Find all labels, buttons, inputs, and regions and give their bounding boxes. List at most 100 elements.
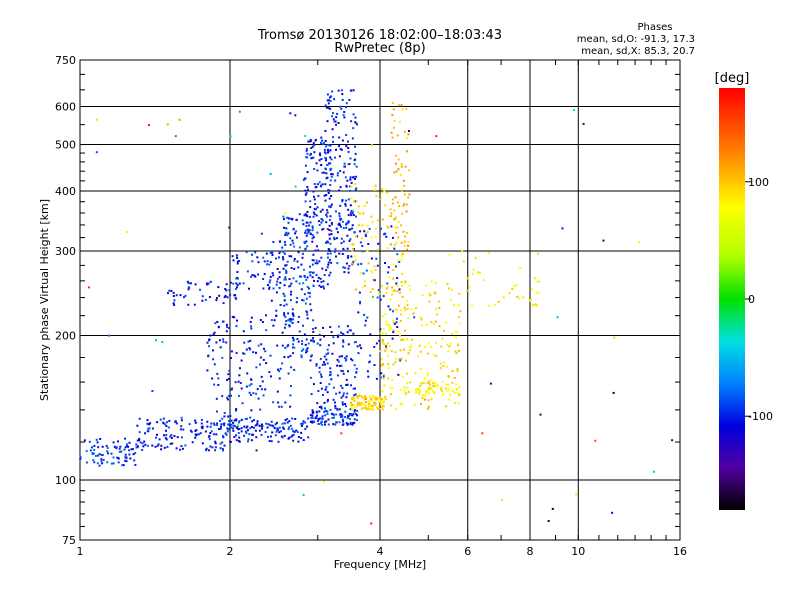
data-point	[340, 89, 343, 92]
data-point	[339, 413, 342, 415]
y-axis-label: Stationary phase Virtual Height [km]	[38, 199, 51, 401]
data-point	[189, 429, 192, 432]
data-point	[298, 246, 301, 249]
data-point	[345, 355, 348, 358]
data-point	[439, 367, 442, 370]
data-point	[330, 233, 333, 236]
data-point	[359, 212, 362, 215]
data-point	[356, 235, 359, 238]
data-point	[377, 407, 379, 410]
data-point	[311, 145, 314, 148]
data-point	[318, 333, 321, 336]
data-point	[342, 370, 345, 373]
data-point	[318, 330, 321, 333]
data-point	[250, 426, 253, 428]
data-point	[319, 417, 321, 420]
data-point	[381, 408, 384, 411]
data-point	[93, 449, 96, 451]
data-point	[235, 434, 237, 437]
data-point	[223, 296, 226, 299]
data-point	[116, 456, 119, 459]
data-point	[238, 110, 241, 113]
data-point	[209, 280, 212, 283]
data-point	[445, 405, 448, 408]
data-point	[357, 211, 360, 214]
data-point	[201, 295, 204, 298]
data-point	[479, 272, 481, 274]
data-point	[169, 442, 172, 445]
data-point	[311, 234, 314, 237]
data-point	[309, 274, 312, 277]
data-point	[406, 372, 408, 375]
data-point	[213, 424, 216, 426]
data-point	[250, 325, 253, 328]
data-point	[237, 421, 240, 424]
data-point	[382, 327, 385, 330]
data-point	[389, 298, 392, 301]
data-point	[262, 287, 265, 290]
data-point	[306, 245, 309, 248]
data-point	[234, 294, 237, 297]
data-point	[288, 426, 291, 429]
data-point	[327, 263, 330, 266]
data-point	[321, 219, 324, 222]
data-point	[282, 218, 285, 221]
data-point	[238, 428, 241, 430]
data-point	[79, 456, 82, 459]
data-point	[326, 211, 329, 214]
data-point	[301, 299, 304, 302]
data-point	[231, 255, 234, 258]
data-point	[318, 159, 321, 162]
data-point	[386, 323, 389, 326]
colorbar	[719, 88, 745, 510]
data-point	[328, 205, 331, 208]
data-point	[151, 444, 154, 447]
data-point	[276, 428, 279, 431]
data-point	[312, 383, 315, 386]
data-point	[392, 363, 395, 366]
data-point	[311, 409, 314, 412]
data-point	[245, 251, 248, 254]
data-point	[324, 140, 327, 142]
data-point	[294, 185, 297, 188]
data-point	[395, 321, 398, 324]
data-point	[306, 311, 309, 314]
data-point	[124, 453, 127, 456]
data-point	[407, 352, 410, 355]
data-point	[330, 261, 333, 264]
data-point	[176, 436, 179, 439]
data-point	[222, 436, 225, 439]
data-point	[320, 407, 323, 410]
data-point	[312, 330, 315, 333]
data-point	[481, 432, 484, 435]
data-point	[236, 424, 239, 427]
data-point	[330, 378, 333, 381]
data-point	[316, 402, 319, 405]
data-point	[292, 313, 295, 316]
data-point	[324, 199, 327, 202]
data-point	[382, 295, 385, 298]
data-point	[158, 438, 161, 441]
data-point	[297, 266, 300, 269]
data-point	[325, 177, 328, 180]
data-point	[323, 401, 326, 404]
data-point	[325, 269, 328, 272]
data-point	[311, 225, 314, 228]
data-point	[428, 392, 431, 395]
data-point	[396, 253, 399, 256]
data-point	[364, 395, 366, 398]
data-point	[369, 360, 371, 363]
data-point	[148, 124, 150, 126]
data-point	[213, 433, 215, 436]
data-point	[283, 284, 286, 287]
data-point	[414, 371, 417, 374]
data-point	[434, 385, 437, 388]
data-point	[427, 342, 430, 345]
data-point	[404, 235, 406, 238]
data-point	[332, 136, 335, 139]
data-point	[382, 315, 385, 318]
data-point	[291, 336, 294, 339]
data-point	[322, 326, 324, 329]
data-point	[377, 396, 380, 399]
data-point	[217, 377, 220, 380]
